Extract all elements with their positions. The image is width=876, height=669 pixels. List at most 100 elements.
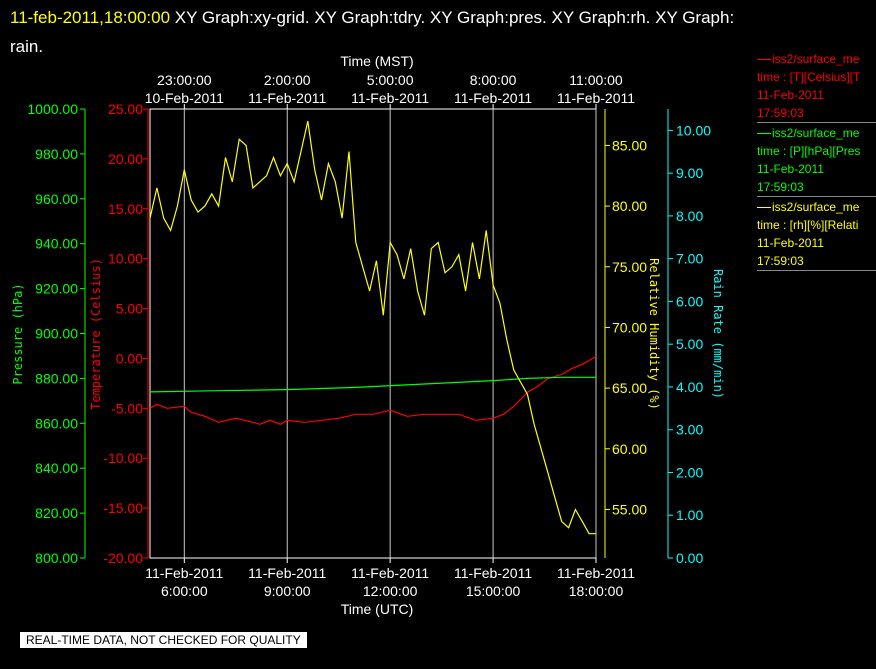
legend: iss2/surface_me time : [T][Celsius][T 11-F… xyxy=(757,50,876,272)
rain-tick-label: 1.00 xyxy=(676,507,703,523)
rh-tick-label: 80.00 xyxy=(612,198,647,214)
pressure-tick-label: 900.00 xyxy=(35,326,78,342)
legend-time: 17:59:03 xyxy=(757,252,876,270)
pressure-tick-label: 960.00 xyxy=(35,191,78,207)
pressure-tick-label: 980.00 xyxy=(35,146,78,162)
legend-units-text: time : [P][hPa][Pres xyxy=(757,144,861,158)
graph-list: XY Graph:xy-grid. XY Graph:tdry. XY Grap… xyxy=(174,8,735,27)
top-axis-title: Time (MST) xyxy=(340,53,413,69)
legend-date: 11-Feb-2011 xyxy=(757,234,876,252)
rain-tick-label: 3.00 xyxy=(676,422,703,438)
legend-units-text: time : [T][Celsius][T xyxy=(757,70,861,84)
rh-tick-label: 55.00 xyxy=(612,501,647,517)
top-tick-time: 23:00:00 xyxy=(157,72,212,88)
bottom-tick-time: 9:00:00 xyxy=(264,583,311,599)
legend-units: time : [P][hPa][Pres xyxy=(757,142,876,160)
legend-units-text: time : [rh][%][Relati xyxy=(757,218,859,232)
graph-list-continued: rain. xyxy=(10,37,44,56)
temperature-tick-label: -15.00 xyxy=(103,500,143,516)
legend-swatch xyxy=(757,207,771,209)
top-tick-time: 2:00:00 xyxy=(264,72,311,88)
legend-name: iss2/surface_me xyxy=(757,124,876,142)
rh-tick-label: 65.00 xyxy=(612,380,647,396)
legend-swatch xyxy=(757,59,771,61)
bottom-tick-time: 15:00:00 xyxy=(466,583,521,599)
rain-tick-label: 5.00 xyxy=(676,336,703,352)
pressure-tick-label: 880.00 xyxy=(35,370,78,386)
top-tick-date: 11-Feb-2011 xyxy=(351,90,429,106)
legend-name: iss2/surface_me xyxy=(757,50,876,68)
top-tick-date: 11-Feb-2011 xyxy=(454,90,532,106)
rh-tick-label: 85.00 xyxy=(612,137,647,153)
top-tick-date: 11-Feb-2011 xyxy=(248,90,326,106)
legend-date-text: 11-Feb-2011 xyxy=(757,236,824,250)
top-tick-time: 8:00:00 xyxy=(470,72,517,88)
pressure-tick-label: 800.00 xyxy=(35,550,78,566)
timestamp: 11-feb-2011,18:00:00 xyxy=(10,8,171,27)
temperature-series-line xyxy=(149,355,597,425)
rain-tick-label: 9.00 xyxy=(676,165,703,181)
rain-tick-label: 0.00 xyxy=(676,550,703,566)
top-tick-date: 10-Feb-2011 xyxy=(145,90,224,106)
pressure-tick-label: 1000.00 xyxy=(27,101,78,117)
rh-axis-label: Relative Humidity (%) xyxy=(647,258,661,410)
temperature-tick-label: 10.00 xyxy=(108,251,143,267)
graph-header: 11-feb-2011,18:00:00 XY Graph:xy-grid. X… xyxy=(10,3,860,61)
rain-tick-label: 7.00 xyxy=(676,251,703,267)
legend-time: 17:59:03 xyxy=(757,104,876,122)
pressure-tick-label: 920.00 xyxy=(35,281,78,297)
rh-tick-label: 70.00 xyxy=(612,319,647,335)
plot-frame xyxy=(149,108,597,559)
legend-time-text: 17:59:03 xyxy=(757,180,804,194)
legend-name: iss2/surface_me xyxy=(757,198,876,216)
legend-date: 11-Feb-2011 xyxy=(757,86,876,104)
pressure-tick-label: 820.00 xyxy=(35,505,78,521)
rain-tick-label: 4.00 xyxy=(676,379,703,395)
pressure-axis-label: Pressure (hPa) xyxy=(11,283,25,384)
legend-date-text: 11-Feb-2011 xyxy=(757,88,824,102)
temperature-tick-label: 15.00 xyxy=(108,201,143,217)
pressure-tick-label: 860.00 xyxy=(35,415,78,431)
legend-units: time : [T][Celsius][T xyxy=(757,68,876,86)
temperature-tick-label: 5.00 xyxy=(116,301,143,317)
bottom-axis-title: Time (UTC) xyxy=(341,601,414,617)
rain-tick-label: 8.00 xyxy=(676,208,703,224)
temperature-axis-label: Temperature (Celsius) xyxy=(89,258,103,410)
temperature-tick-label: 0.00 xyxy=(116,350,143,366)
legend-time: 17:59:03 xyxy=(757,178,876,196)
rh-series-line xyxy=(149,120,596,535)
pressure-series-line xyxy=(149,376,596,393)
rain-axis-label: Rain Rate (mm/min) xyxy=(711,269,725,399)
bottom-tick-date: 11-Feb-2011 xyxy=(557,565,635,581)
legend-date: 11-Feb-2011 xyxy=(757,160,876,178)
bottom-tick-time: 12:00:00 xyxy=(363,583,418,599)
legend-name-text: iss2/surface_me xyxy=(772,126,860,140)
temperature-tick-label: -10.00 xyxy=(103,450,143,466)
rh-tick-label: 75.00 xyxy=(612,259,647,275)
legend-swatch xyxy=(757,133,771,135)
legend-time-text: 17:59:03 xyxy=(757,106,804,120)
rain-tick-label: 10.00 xyxy=(676,122,711,138)
bottom-tick-date: 11-Feb-2011 xyxy=(248,565,326,581)
legend-units: time : [rh][%][Relati xyxy=(757,216,876,234)
temperature-tick-label: -5.00 xyxy=(111,400,143,416)
bottom-tick-date: 11-Feb-2011 xyxy=(351,565,429,581)
top-tick-time: 5:00:00 xyxy=(367,72,414,88)
bottom-tick-date: 11-Feb-2011 xyxy=(454,565,532,581)
rain-tick-label: 2.00 xyxy=(676,464,703,480)
pressure-tick-label: 940.00 xyxy=(35,236,78,252)
quality-disclaimer: REAL-TIME DATA, NOT CHECKED FOR QUALITY xyxy=(20,632,307,648)
pressure-tick-label: 840.00 xyxy=(35,460,78,476)
temperature-tick-label: 25.00 xyxy=(108,101,143,117)
bottom-tick-date: 11-Feb-2011 xyxy=(145,565,223,581)
top-tick-date: 11-Feb-2011 xyxy=(557,90,635,106)
legend-date-text: 11-Feb-2011 xyxy=(757,162,824,176)
temperature-tick-label: 20.00 xyxy=(108,151,143,167)
bottom-tick-time: 6:00:00 xyxy=(161,583,208,599)
rain-tick-label: 6.00 xyxy=(676,293,703,309)
legend-name-text: iss2/surface_me xyxy=(772,200,860,214)
